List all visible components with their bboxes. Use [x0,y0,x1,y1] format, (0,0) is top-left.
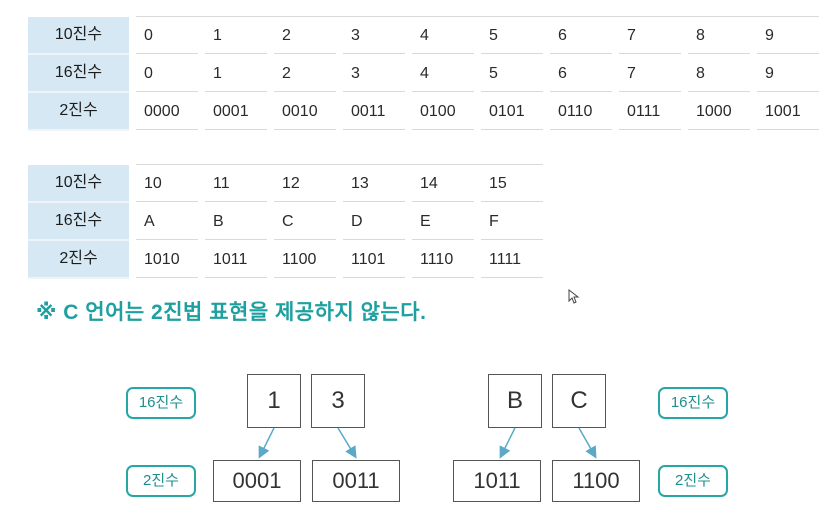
table-cell: 1001 [757,93,819,130]
table-cell: 0001 [205,93,267,130]
table-cell: 5 [481,55,543,92]
binary-label-left: 2진수 [126,465,196,497]
mouse-cursor-icon [568,289,580,304]
note-text: ※ C 언어는 2진법 표현을 제공하지 않는다. [36,301,427,324]
binary-group-box: 0011 [312,460,400,502]
table-cell: 1101 [343,241,405,278]
table-cell: 0000 [136,93,198,130]
table-cell: 0 [136,17,198,54]
table-cell: B [205,203,267,240]
table-cell: 11 [205,165,267,202]
table-cell: 3 [343,55,405,92]
table-cell: 1000 [688,93,750,130]
table-cell: 1111 [481,241,543,278]
arrow-hex-to-binary [258,427,275,459]
row-header: 10진수 [28,17,129,55]
table-cell: 1100 [274,241,336,278]
table-cell: 7 [619,55,681,92]
table-cell: 6 [550,17,612,54]
table-cell: 2 [274,17,336,54]
row-header: 16진수 [28,203,129,241]
table-cell: 0100 [412,93,474,130]
table-cell: 5 [481,17,543,54]
table-cell: 0011 [343,93,405,130]
table-cell: 8 [688,17,750,54]
hex-digit-box: B [488,374,542,428]
table-cell: 1010 [136,241,198,278]
binary-group-box: 0001 [213,460,301,502]
table-cell: 3 [343,17,405,54]
hex-digit-box: 1 [247,374,301,428]
table-cell: 1110 [412,241,474,278]
row-header: 16진수 [28,55,129,93]
row-header: 2진수 [28,93,129,131]
row-header: 2진수 [28,241,129,279]
table-cell: A [136,203,198,240]
table-cell: 9 [757,55,819,92]
table-cell: 2 [274,55,336,92]
table-cell: 1011 [205,241,267,278]
table-cell: C [274,203,336,240]
table-cell: 0010 [274,93,336,130]
table-cell: 13 [343,165,405,202]
table-cell: F [481,203,543,240]
table-cell: E [412,203,474,240]
binary-group-box: 1011 [453,460,541,502]
table-top-border [136,16,819,17]
table-cell: 12 [274,165,336,202]
table-cell: 15 [481,165,543,202]
table-cell: 9 [757,17,819,54]
table-cell: D [343,203,405,240]
table-cell: 4 [412,17,474,54]
table-cell: 14 [412,165,474,202]
table-cell: 1 [205,55,267,92]
arrow-hex-to-binary [499,427,516,459]
table-cell: 1 [205,17,267,54]
row-header: 10진수 [28,165,129,203]
table-cell: 0101 [481,93,543,130]
table-cell: 6 [550,55,612,92]
table-cell: 0110 [550,93,612,130]
hex-label-right: 16진수 [658,387,728,419]
table-top-border [136,164,543,165]
binary-label-right: 2진수 [658,465,728,497]
hex-digit-box: C [552,374,606,428]
binary-group-box: 1100 [552,460,640,502]
table-cell: 0111 [619,93,681,130]
table-cell: 10 [136,165,198,202]
hex-label-left: 16진수 [126,387,196,419]
table-cell: 0 [136,55,198,92]
table-cell: 4 [412,55,474,92]
arrow-hex-to-binary [337,427,357,459]
table-cell: 8 [688,55,750,92]
table-cell: 7 [619,17,681,54]
arrow-hex-to-binary [578,427,597,459]
hex-digit-box: 3 [311,374,365,428]
